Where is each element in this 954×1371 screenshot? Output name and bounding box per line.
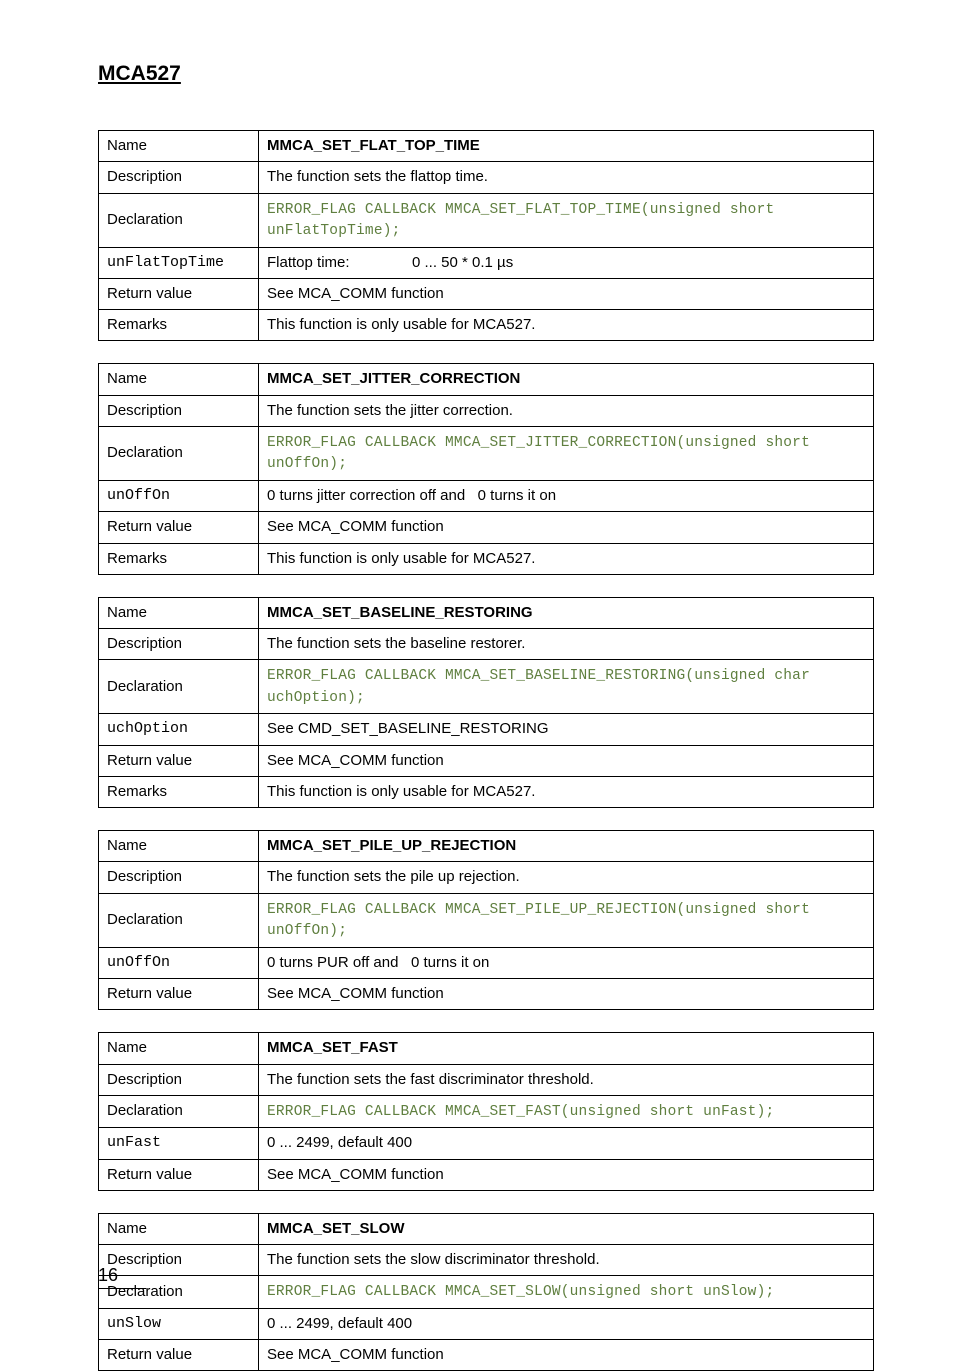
row-label: Return value <box>99 1340 259 1371</box>
spec-table: NameMMCA_SET_JITTER_CORRECTIONDescriptio… <box>98 363 874 574</box>
func-name: MMCA_SET_JITTER_CORRECTION <box>259 364 874 395</box>
row-label: Return value <box>99 1159 259 1190</box>
func-name: MMCA_SET_PILE_UP_REJECTION <box>259 831 874 862</box>
row-label: Name <box>99 831 259 862</box>
func-remarks: This function is only usable for MCA527. <box>259 776 874 807</box>
row-label: Remarks <box>99 310 259 341</box>
tables-container: NameMMCA_SET_FLAT_TOP_TIMEDescriptionThe… <box>98 130 874 1371</box>
func-name: MMCA_SET_FAST <box>259 1033 874 1064</box>
param-value: See CMD_SET_BASELINE_RESTORING <box>259 714 874 745</box>
func-remarks: This function is only usable for MCA527. <box>259 310 874 341</box>
func-description: The function sets the slow discriminator… <box>259 1245 874 1276</box>
spec-table: NameMMCA_SET_PILE_UP_REJECTIONDescriptio… <box>98 830 874 1010</box>
func-name: MMCA_SET_SLOW <box>259 1213 874 1244</box>
row-label: Declaration <box>99 660 259 714</box>
spec-table: NameMMCA_SET_FLAT_TOP_TIMEDescriptionThe… <box>98 130 874 341</box>
row-label: Name <box>99 364 259 395</box>
func-return: See MCA_COMM function <box>259 745 874 776</box>
row-label: Return value <box>99 979 259 1010</box>
row-label: Declaration <box>99 893 259 947</box>
func-description: The function sets the flattop time. <box>259 162 874 193</box>
row-label: Declaration <box>99 1095 259 1128</box>
row-label: Description <box>99 162 259 193</box>
func-declaration: ERROR_FLAG CALLBACK MMCA_SET_JITTER_CORR… <box>259 426 874 480</box>
param-name: uchOption <box>99 714 259 745</box>
func-remarks: This function is only usable for MCA527. <box>259 543 874 574</box>
row-label: Remarks <box>99 776 259 807</box>
param-value: Flattop time:0 ... 50 * 0.1 µs <box>259 247 874 278</box>
func-name: MMCA_SET_FLAT_TOP_TIME <box>259 131 874 162</box>
func-return: See MCA_COMM function <box>259 278 874 309</box>
func-description: The function sets the fast discriminator… <box>259 1064 874 1095</box>
func-return: See MCA_COMM function <box>259 979 874 1010</box>
spec-table: NameMMCA_SET_BASELINE_RESTORINGDescripti… <box>98 597 874 808</box>
param-name: unOffOn <box>99 481 259 512</box>
func-name: MMCA_SET_BASELINE_RESTORING <box>259 597 874 628</box>
param-name: unFast <box>99 1128 259 1159</box>
func-description: The function sets the pile up rejection. <box>259 862 874 893</box>
spec-table: NameMMCA_SET_SLOWDescriptionThe function… <box>98 1213 874 1371</box>
row-label: Description <box>99 1064 259 1095</box>
param-value: 0 ... 2499, default 400 <box>259 1308 874 1339</box>
func-declaration: ERROR_FLAG CALLBACK MMCA_SET_SLOW(unsign… <box>259 1276 874 1309</box>
page-number: 16 <box>98 1265 146 1289</box>
row-label: Name <box>99 597 259 628</box>
row-label: Description <box>99 395 259 426</box>
func-declaration: ERROR_FLAG CALLBACK MMCA_SET_BASELINE_RE… <box>259 660 874 714</box>
row-label: Description <box>99 862 259 893</box>
row-label: Return value <box>99 278 259 309</box>
param-value: 0 turns jitter correction off and 0 turn… <box>259 481 874 512</box>
param-value: 0 turns PUR off and 0 turns it on <box>259 947 874 978</box>
func-description: The function sets the baseline restorer. <box>259 629 874 660</box>
row-label: Return value <box>99 745 259 776</box>
row-label: Description <box>99 629 259 660</box>
row-label: Declaration <box>99 193 259 247</box>
row-label: Remarks <box>99 543 259 574</box>
func-description: The function sets the jitter correction. <box>259 395 874 426</box>
func-return: See MCA_COMM function <box>259 1159 874 1190</box>
func-declaration: ERROR_FLAG CALLBACK MMCA_SET_PILE_UP_REJ… <box>259 893 874 947</box>
param-value: 0 ... 2499, default 400 <box>259 1128 874 1159</box>
param-name: unOffOn <box>99 947 259 978</box>
row-label: Declaration <box>99 426 259 480</box>
func-declaration: ERROR_FLAG CALLBACK MMCA_SET_FAST(unsign… <box>259 1095 874 1128</box>
spec-table: NameMMCA_SET_FASTDescriptionThe function… <box>98 1032 874 1191</box>
row-label: Name <box>99 1033 259 1064</box>
func-declaration: ERROR_FLAG CALLBACK MMCA_SET_FLAT_TOP_TI… <box>259 193 874 247</box>
func-return: See MCA_COMM function <box>259 512 874 543</box>
func-return: See MCA_COMM function <box>259 1340 874 1371</box>
row-label: Name <box>99 1213 259 1244</box>
row-label: Name <box>99 131 259 162</box>
param-name: unSlow <box>99 1308 259 1339</box>
doc-title: MCA527 <box>98 62 874 86</box>
row-label: Return value <box>99 512 259 543</box>
param-name: unFlatTopTime <box>99 247 259 278</box>
